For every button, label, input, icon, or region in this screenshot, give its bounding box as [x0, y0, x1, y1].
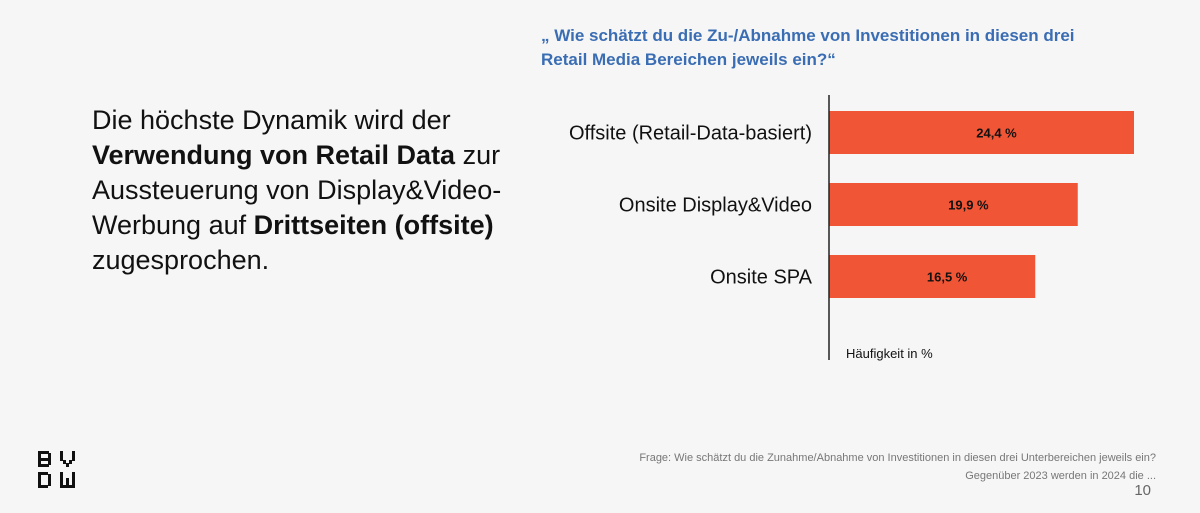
headline-text: zugesprochen. — [92, 245, 270, 275]
bar — [829, 183, 1078, 226]
headline-text: Die höchste Dynamik wird der — [92, 105, 451, 135]
category-label: Onsite Display&Video — [619, 195, 812, 217]
headline: Die höchste Dynamik wird der Verwendung … — [92, 103, 512, 278]
bar — [829, 255, 1036, 298]
source-line-2: Gegenüber 2023 werden in 2024 die ... — [965, 470, 1156, 482]
source-line-1: Frage: Wie schätzt du die Zunahme/Abnahm… — [639, 452, 1156, 464]
bvdw-logo — [38, 451, 75, 488]
data-label: 16,5 % — [927, 270, 968, 285]
data-label: 19,9 % — [948, 198, 989, 213]
headline-emphasis: Drittseiten (offsite) — [253, 210, 494, 240]
category-label: Onsite SPA — [710, 267, 813, 289]
page-number: 10 — [1134, 482, 1151, 499]
headline-text: zur Aussteuerung von Display&Video-Werbu… — [92, 140, 502, 240]
bar — [829, 111, 1134, 154]
chart-question: „ Wie schätzt du die Zu-/Abnahme von Inv… — [541, 26, 1075, 69]
category-label: Offsite (Retail-Data-basiert) — [569, 123, 812, 145]
x-axis-label: Häufigkeit in % — [846, 346, 933, 361]
data-label: 24,4 % — [976, 126, 1017, 141]
headline-emphasis: Verwendung von Retail Data — [92, 140, 456, 170]
source-note: Frage: Wie schätzt du die Zunahme/Abnahm… — [639, 449, 1156, 485]
